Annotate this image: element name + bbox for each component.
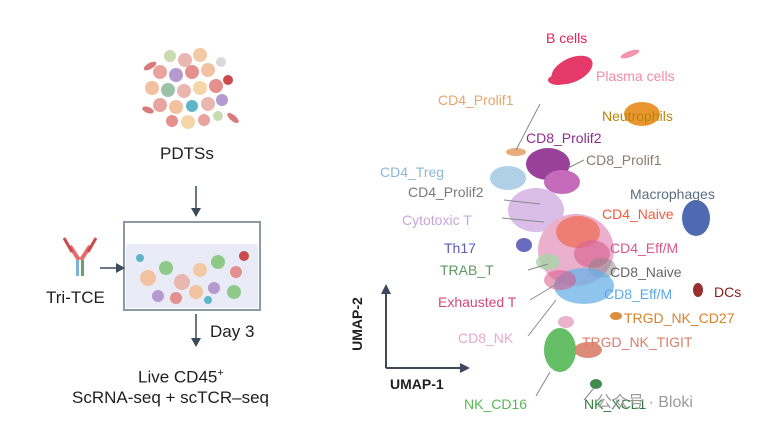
cluster-cd8-nk bbox=[558, 316, 574, 328]
label-b-cells: B cells bbox=[546, 30, 588, 46]
tri-tce-label: Tri-TCE bbox=[46, 288, 105, 307]
label-cd8-nk: CD8_NK bbox=[458, 330, 514, 346]
label-th17: Th17 bbox=[444, 240, 476, 256]
label-nk-cd16: NK_CD16 bbox=[464, 396, 528, 412]
antibody-icon bbox=[62, 237, 98, 276]
workflow-illustration bbox=[62, 48, 261, 347]
label-exhausted-t: Exhausted T bbox=[438, 294, 517, 310]
label-macrophages: Macrophages bbox=[630, 186, 715, 202]
label-trgd-nk-cd27: TRGD_NK_CD27 bbox=[624, 310, 735, 326]
cluster-cytotoxic-t bbox=[508, 188, 564, 232]
live-cd45-text: Live CD45 bbox=[138, 367, 218, 387]
arrow-down-icon bbox=[191, 338, 201, 347]
live-cd45-superscript: + bbox=[217, 367, 224, 379]
cluster-nk-cd16 bbox=[544, 328, 576, 372]
label-cd4-prolif2: CD4_Prolif2 bbox=[408, 184, 484, 200]
label-cd8-effm: CD8_Eff/M bbox=[604, 286, 673, 302]
umap-plot bbox=[381, 49, 710, 401]
workflow-panel: PDTSs Tri-TCE Day 3 Live CD45+ ScRNA-seq… bbox=[0, 0, 340, 428]
pdts-cell-cluster-icon bbox=[142, 48, 239, 129]
cluster-neutrophils bbox=[624, 102, 660, 126]
live-cd45-label: Live CD45+ bbox=[138, 364, 224, 387]
label-trab-t: TRAB_T bbox=[440, 262, 494, 278]
cluster-cd4-prolif1 bbox=[506, 148, 526, 156]
cluster-nk-xcl1 bbox=[590, 379, 602, 389]
cluster-cd4-naive bbox=[556, 216, 600, 248]
cluster-trab-t bbox=[536, 254, 560, 270]
cluster-trgd-nk-tigit bbox=[574, 342, 602, 358]
cluster-dcs bbox=[693, 283, 703, 297]
label-neutrophils: Neutrophils bbox=[602, 108, 673, 124]
label-cd4-treg: CD4_Treg bbox=[380, 164, 445, 180]
label-cd8-prolif2: CD8_Prolif2 bbox=[526, 130, 602, 146]
umap-panel: UMAP-2 UMAP-1 B cells Plasma cells CD4_P… bbox=[340, 0, 776, 428]
umap-y-axis-label: UMAP-2 bbox=[348, 297, 365, 351]
label-cytotoxic-t: Cytotoxic T bbox=[402, 212, 472, 228]
label-plasma-cells: Plasma cells bbox=[596, 68, 675, 84]
day-label: Day 3 bbox=[210, 322, 255, 341]
culture-well-icon bbox=[123, 221, 261, 311]
label-trgd-nk-tigit: TRGD_NK_TIGIT bbox=[582, 334, 693, 350]
umap-x-axis-label: UMAP-1 bbox=[390, 376, 444, 392]
arrow-right-icon bbox=[116, 263, 125, 273]
label-cd4-effm: CD4_Eff/M bbox=[610, 240, 679, 256]
cluster-cd4-treg bbox=[490, 166, 526, 190]
arrow-down-icon bbox=[191, 208, 201, 217]
pdtss-label: PDTSs bbox=[160, 144, 214, 163]
cluster-plasma-cells bbox=[620, 49, 640, 59]
label-leader-lines bbox=[501, 103, 595, 401]
cluster-cd8-effm bbox=[554, 268, 614, 304]
label-cd8-prolif1: CD8_Prolif1 bbox=[586, 152, 662, 168]
label-cd4-prolif1: CD4_Prolif1 bbox=[438, 92, 514, 108]
cluster-exhausted-t bbox=[544, 270, 576, 290]
label-cd4-naive: CD4_Naive bbox=[602, 206, 674, 222]
cluster-cd4-effm bbox=[574, 240, 610, 268]
watermark: 公众号 · Bloki bbox=[596, 394, 693, 411]
label-nk-xcl1: NK_XCL1 bbox=[584, 396, 647, 412]
umap-axes bbox=[381, 284, 470, 373]
cluster-trgd-nk-cd27 bbox=[610, 312, 622, 320]
seq-label: ScRNA-seq + scTCR–seq bbox=[72, 388, 269, 407]
label-dcs: DCs bbox=[714, 284, 742, 300]
label-cd8-naive: CD8_Naive bbox=[610, 264, 682, 280]
cluster-th17 bbox=[516, 238, 532, 252]
cluster-macrophages bbox=[682, 200, 710, 236]
umap-clusters bbox=[490, 49, 710, 389]
